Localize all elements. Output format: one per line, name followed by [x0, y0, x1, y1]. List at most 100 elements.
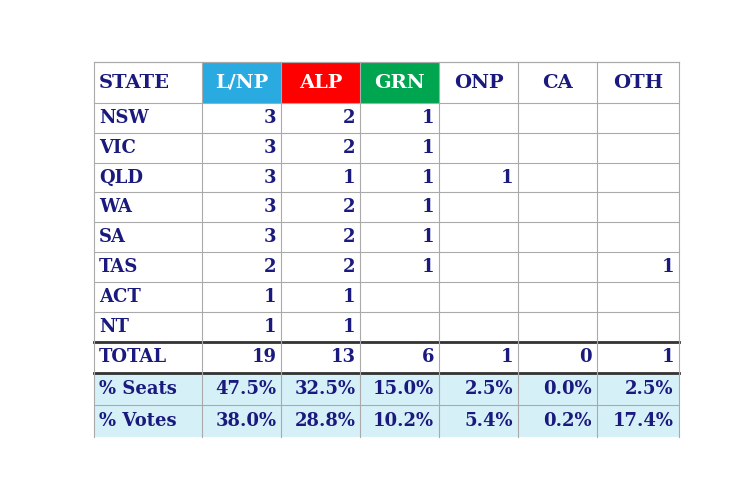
Text: 0.2%: 0.2% — [544, 412, 592, 430]
Text: 1: 1 — [343, 317, 355, 336]
Text: 1: 1 — [421, 169, 434, 187]
Bar — [439, 133, 518, 162]
Text: GRN: GRN — [374, 73, 425, 92]
Text: 1: 1 — [264, 317, 277, 336]
Bar — [94, 373, 202, 405]
Bar — [439, 405, 518, 437]
Bar — [518, 312, 597, 342]
Bar — [439, 342, 518, 373]
Bar — [518, 252, 597, 282]
Text: 2: 2 — [343, 228, 355, 246]
Text: 2: 2 — [343, 139, 355, 157]
Bar — [281, 405, 360, 437]
Bar — [597, 103, 679, 133]
Bar — [360, 282, 439, 312]
Bar — [202, 193, 281, 222]
Text: 19: 19 — [252, 349, 277, 366]
Bar — [281, 193, 360, 222]
Bar — [597, 252, 679, 282]
Text: 28.8%: 28.8% — [295, 412, 355, 430]
Bar — [360, 373, 439, 405]
Text: 2: 2 — [343, 258, 355, 276]
Bar — [439, 193, 518, 222]
Bar — [360, 222, 439, 252]
Bar — [202, 222, 281, 252]
Text: 3: 3 — [264, 228, 277, 246]
Text: OTH: OTH — [613, 73, 663, 92]
Text: 3: 3 — [264, 109, 277, 127]
Bar — [518, 222, 597, 252]
Bar — [94, 62, 202, 103]
Text: % Seats: % Seats — [99, 380, 176, 398]
Text: 2: 2 — [343, 109, 355, 127]
Text: 5.4%: 5.4% — [464, 412, 513, 430]
Text: 1: 1 — [421, 228, 434, 246]
Bar — [597, 133, 679, 162]
Bar — [360, 193, 439, 222]
Bar — [202, 312, 281, 342]
Text: VIC: VIC — [99, 139, 136, 157]
Bar — [202, 162, 281, 193]
Bar — [281, 342, 360, 373]
Bar — [94, 103, 202, 133]
Text: 2.5%: 2.5% — [464, 380, 513, 398]
Text: 38.0%: 38.0% — [216, 412, 277, 430]
Bar — [518, 373, 597, 405]
Text: 1: 1 — [501, 349, 513, 366]
Text: 32.5%: 32.5% — [294, 380, 355, 398]
Text: 1: 1 — [421, 139, 434, 157]
Text: 10.2%: 10.2% — [373, 412, 434, 430]
Text: 0.0%: 0.0% — [544, 380, 592, 398]
Bar — [597, 62, 679, 103]
Bar — [597, 162, 679, 193]
Text: 1: 1 — [421, 109, 434, 127]
Bar — [94, 193, 202, 222]
Bar — [360, 405, 439, 437]
Text: 13: 13 — [330, 349, 355, 366]
Text: 1: 1 — [661, 258, 674, 276]
Text: ONP: ONP — [454, 73, 503, 92]
Bar — [360, 133, 439, 162]
Text: TOTAL: TOTAL — [99, 349, 167, 366]
Bar — [281, 162, 360, 193]
Bar — [202, 252, 281, 282]
Text: 2: 2 — [264, 258, 277, 276]
Text: 1: 1 — [343, 169, 355, 187]
Bar — [518, 282, 597, 312]
Text: ACT: ACT — [99, 288, 141, 306]
Bar — [597, 222, 679, 252]
Bar — [360, 162, 439, 193]
Text: ALP: ALP — [299, 73, 342, 92]
Text: TAS: TAS — [99, 258, 138, 276]
Bar — [94, 133, 202, 162]
Text: NSW: NSW — [99, 109, 149, 127]
Bar — [281, 133, 360, 162]
Bar — [360, 62, 439, 103]
Bar — [439, 252, 518, 282]
Bar — [281, 62, 360, 103]
Bar — [281, 103, 360, 133]
Bar — [518, 103, 597, 133]
Text: L/NP: L/NP — [215, 73, 268, 92]
Bar — [597, 282, 679, 312]
Text: WA: WA — [99, 198, 132, 216]
Bar — [94, 312, 202, 342]
Bar — [518, 62, 597, 103]
Bar — [281, 252, 360, 282]
Bar — [439, 282, 518, 312]
Bar — [439, 222, 518, 252]
Bar — [94, 162, 202, 193]
Text: 1: 1 — [501, 169, 513, 187]
Bar — [439, 373, 518, 405]
Text: CA: CA — [542, 73, 573, 92]
Bar — [202, 133, 281, 162]
Bar — [597, 193, 679, 222]
Text: 1: 1 — [661, 349, 674, 366]
Bar — [439, 312, 518, 342]
Bar — [94, 222, 202, 252]
Text: 3: 3 — [264, 198, 277, 216]
Bar — [518, 162, 597, 193]
Bar — [439, 62, 518, 103]
Bar — [597, 373, 679, 405]
Text: NT: NT — [99, 317, 129, 336]
